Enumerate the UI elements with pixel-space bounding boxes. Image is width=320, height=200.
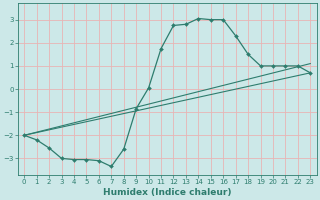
X-axis label: Humidex (Indice chaleur): Humidex (Indice chaleur) <box>103 188 232 197</box>
